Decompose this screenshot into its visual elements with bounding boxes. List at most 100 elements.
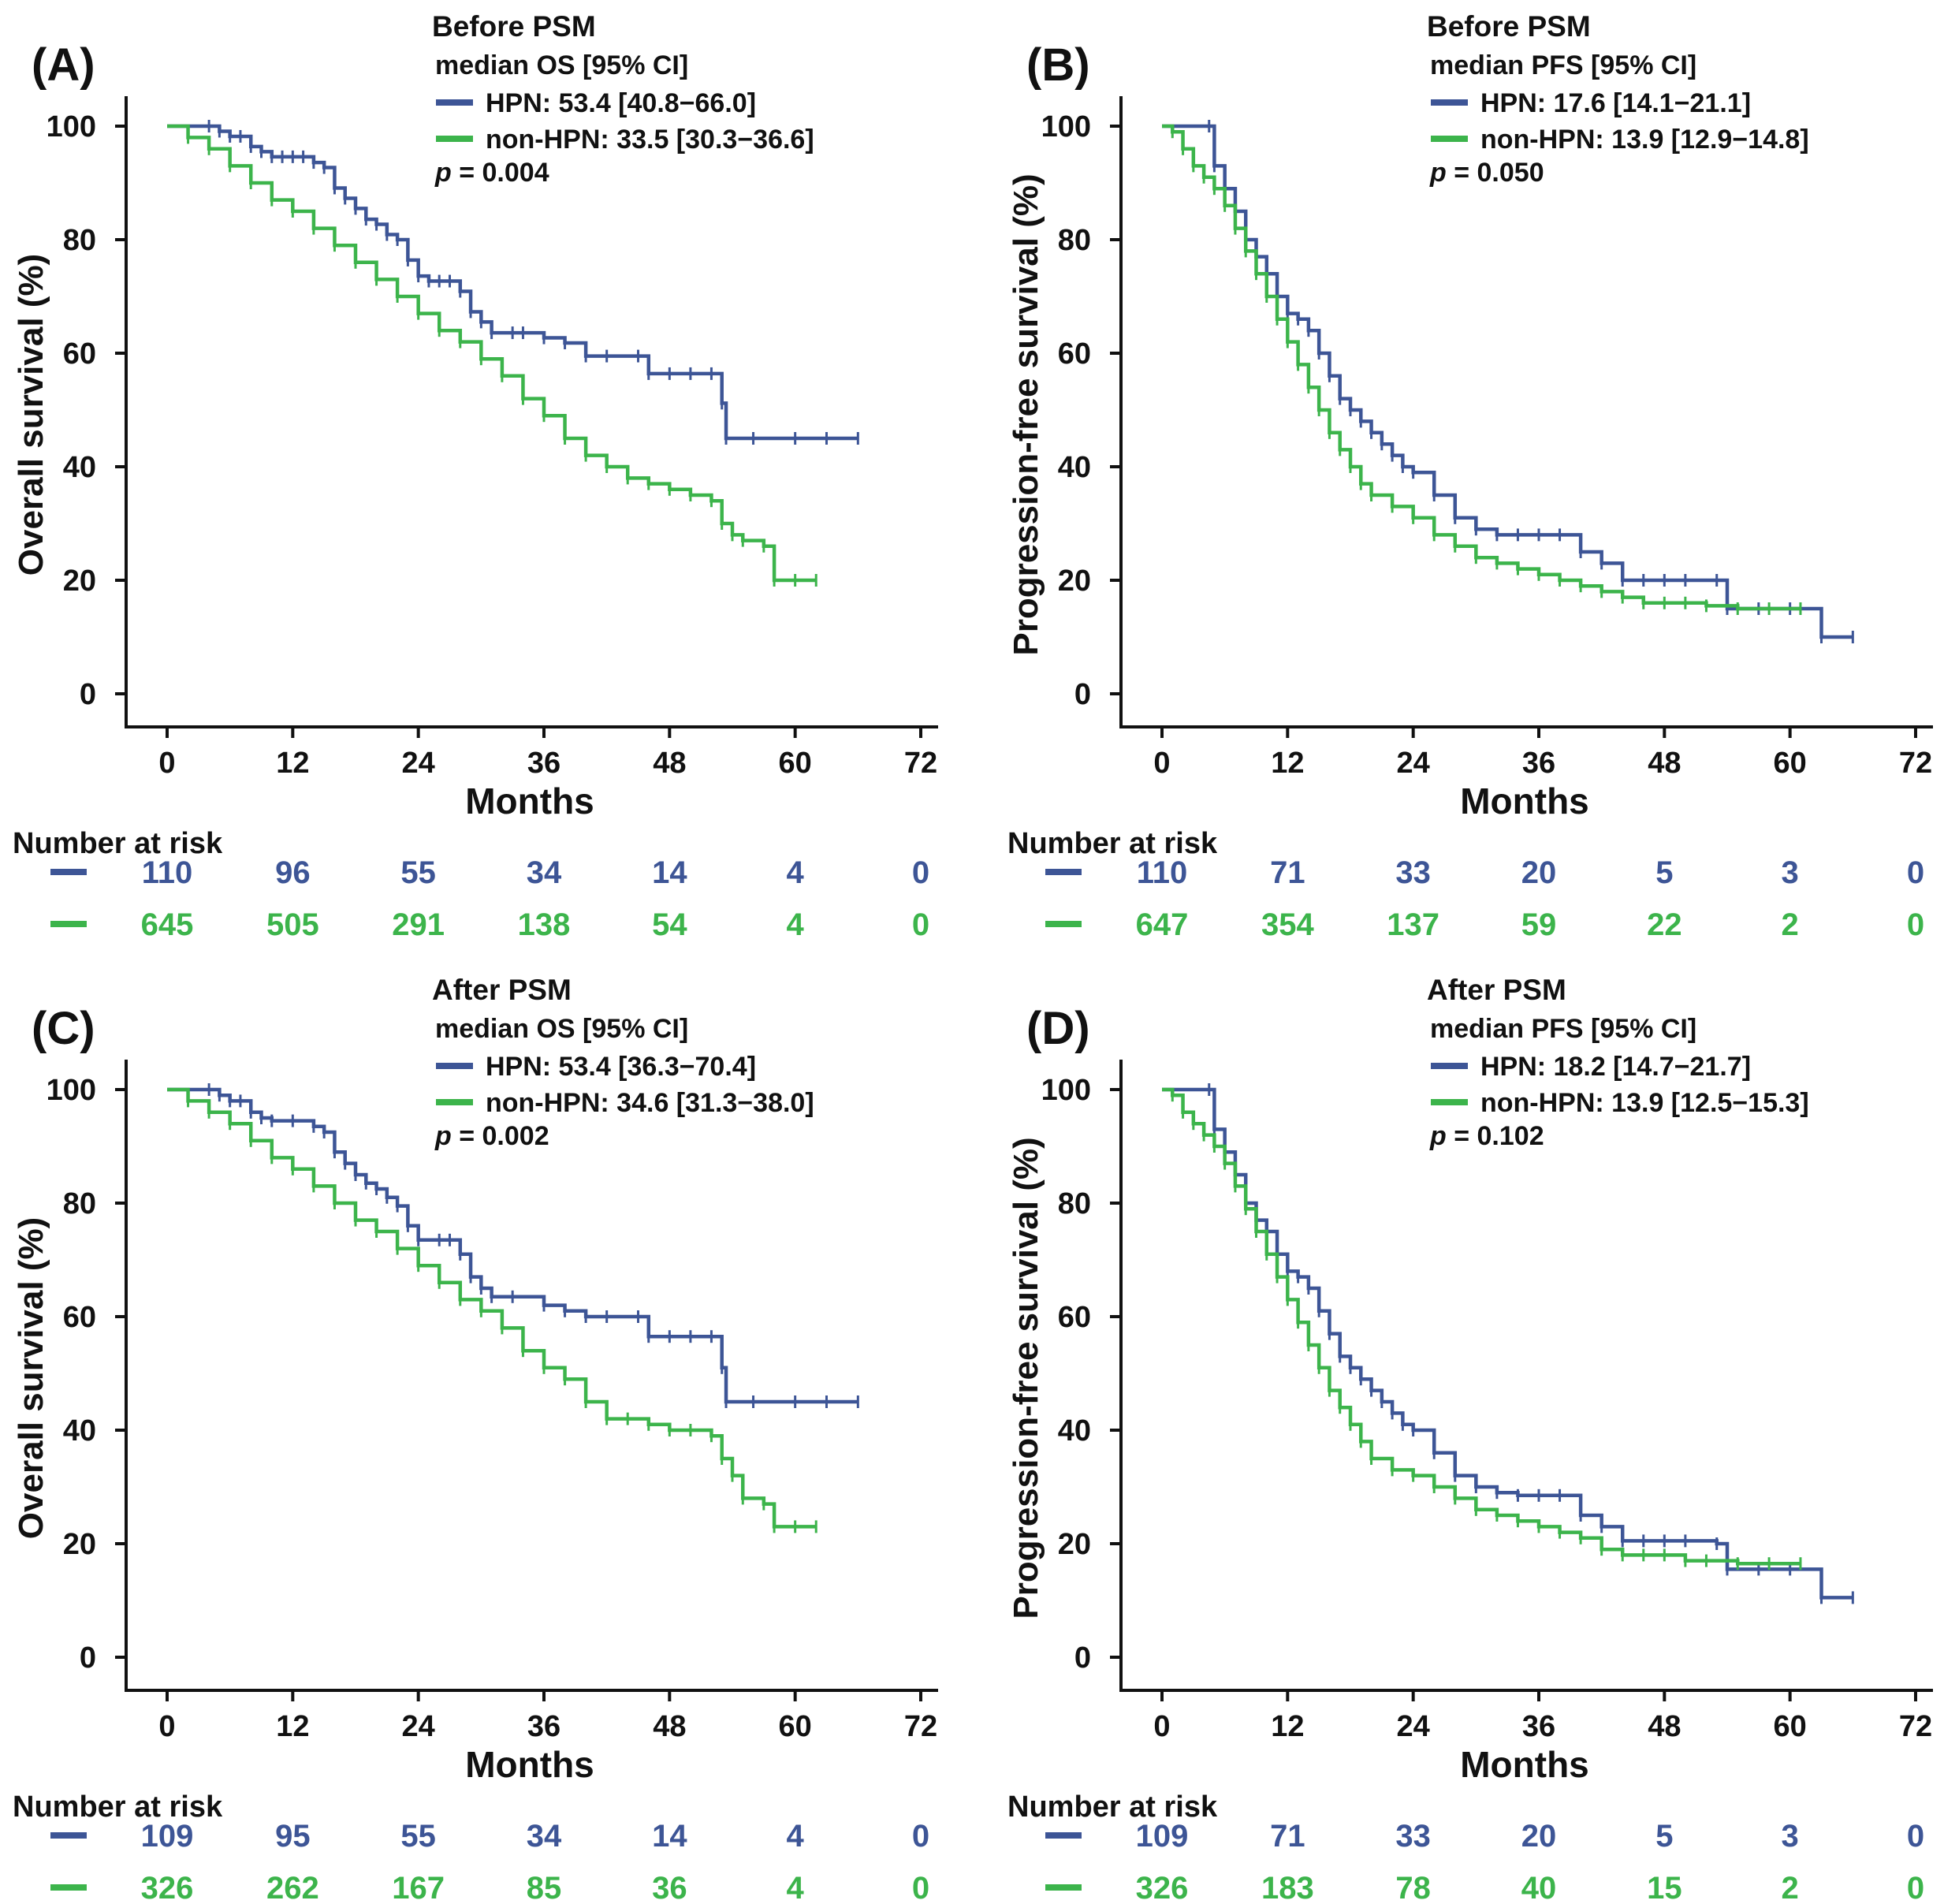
risk-count: 95 [275, 1819, 311, 1854]
risk-title: Number at risk [13, 1790, 223, 1824]
x-tick-label: 48 [653, 747, 686, 780]
x-tick-label: 0 [1153, 747, 1170, 780]
x-tick-label: 36 [527, 1710, 560, 1743]
chart-title: After PSM [432, 974, 572, 1006]
y-tick-label: 60 [1058, 1301, 1091, 1334]
x-tick-label: 48 [1648, 1710, 1681, 1743]
x-tick-label: 60 [779, 1710, 812, 1743]
x-axis-label: Months [1460, 1744, 1589, 1785]
y-tick-label: 100 [1041, 110, 1091, 143]
panel-label: (D) [1026, 1003, 1090, 1054]
risk-title: Number at risk [13, 827, 223, 860]
y-tick-label: 80 [1058, 224, 1091, 257]
x-tick-label: 60 [1774, 1710, 1807, 1743]
risk-count: 96 [275, 855, 311, 890]
x-tick-label: 72 [1899, 1710, 1932, 1743]
censor-marks-non-HPN [187, 131, 817, 587]
x-tick-label: 36 [527, 747, 560, 780]
y-tick-label: 20 [1058, 564, 1091, 598]
x-tick-label: 0 [158, 1710, 175, 1743]
p-value: p = 0.004 [434, 158, 549, 188]
x-tick-label: 60 [779, 747, 812, 780]
chart-title: After PSM [1427, 974, 1566, 1006]
risk-count: 71 [1270, 855, 1305, 890]
risk-count: 71 [1270, 1819, 1305, 1854]
risk-count: 55 [400, 855, 436, 890]
chart-title: Before PSM [1427, 10, 1591, 43]
legend-entry-1: non-HPN: 34.6 [31.3−38.0] [486, 1088, 814, 1118]
risk-count: 33 [1395, 1819, 1431, 1854]
x-tick-label: 12 [1271, 1710, 1304, 1743]
risk-count: 110 [142, 855, 193, 890]
chart-subtitle: median PFS [95% CI] [1430, 50, 1696, 80]
risk-count: 55 [400, 1819, 436, 1854]
y-tick-label: 40 [63, 1414, 96, 1448]
risk-count: 183 [1261, 1871, 1314, 1904]
risk-count: 3 [1782, 1819, 1799, 1854]
y-tick-label: 100 [47, 110, 96, 143]
y-tick-label: 40 [1058, 1414, 1091, 1448]
risk-title: Number at risk [1007, 1790, 1218, 1824]
censor-marks-non-HPN [1171, 1089, 1802, 1571]
risk-count: 36 [652, 1871, 687, 1904]
risk-count: 0 [912, 907, 929, 942]
risk-count: 2 [1782, 1871, 1799, 1904]
x-tick-label: 48 [1648, 747, 1681, 780]
legend-entry-1: non-HPN: 13.9 [12.9−14.8] [1480, 125, 1809, 155]
risk-count: 40 [1521, 1871, 1557, 1904]
x-tick-label: 24 [1397, 747, 1430, 780]
series-line-non-HPN [167, 1087, 817, 1529]
risk-count: 54 [652, 907, 687, 942]
km-panel-0: (A) Before PSM median OS [95% CI] HPN: 53.4… [12, 10, 938, 942]
risk-count: 14 [652, 1819, 687, 1854]
x-tick-label: 24 [402, 1710, 435, 1743]
km-panel-2: (C) After PSM median OS [95% CI] HPN: 53.4 … [12, 974, 938, 1904]
risk-count: 4 [787, 907, 805, 942]
panel-label: (A) [32, 39, 95, 91]
y-tick-label: 60 [1058, 337, 1091, 371]
risk-count: 85 [527, 1871, 562, 1904]
x-tick-label: 36 [1522, 1710, 1555, 1743]
y-tick-label: 0 [1074, 1641, 1091, 1675]
risk-title: Number at risk [1007, 827, 1218, 860]
risk-count: 0 [1907, 1819, 1924, 1854]
y-tick-label: 60 [63, 1301, 96, 1334]
risk-count: 109 [141, 1819, 194, 1854]
risk-count: 59 [1521, 907, 1557, 942]
y-tick-label: 40 [1058, 451, 1091, 484]
y-tick-label: 20 [1058, 1528, 1091, 1561]
risk-count: 505 [266, 907, 319, 942]
x-tick-label: 12 [1271, 747, 1304, 780]
y-tick-label: 60 [63, 337, 96, 371]
chart-subtitle: median OS [95% CI] [435, 1014, 688, 1044]
panel-label: (C) [32, 1003, 95, 1054]
legend-entry-1: non-HPN: 13.9 [12.5−15.3] [1480, 1088, 1809, 1118]
y-tick-label: 0 [80, 1641, 96, 1675]
risk-count: 326 [141, 1871, 194, 1904]
risk-count: 0 [1907, 855, 1924, 890]
risk-count: 0 [1907, 1871, 1924, 1904]
legend-entry-0: HPN: 53.4 [40.8−66.0] [486, 88, 756, 118]
censor-marks-HPN [207, 120, 859, 445]
x-axis-label: Months [1460, 781, 1589, 822]
censor-marks-non-HPN [1171, 125, 1802, 615]
p-value: p = 0.102 [1429, 1121, 1544, 1151]
risk-count: 137 [1387, 907, 1439, 942]
risk-count: 0 [912, 1871, 929, 1904]
risk-count: 3 [1782, 855, 1799, 890]
legend-entry-0: HPN: 17.6 [14.1−21.1] [1480, 88, 1751, 118]
risk-count: 14 [652, 855, 687, 890]
x-tick-label: 36 [1522, 747, 1555, 780]
risk-count: 4 [787, 855, 805, 890]
risk-count: 0 [912, 1819, 929, 1854]
risk-count: 78 [1395, 1871, 1431, 1904]
y-tick-label: 0 [80, 678, 96, 711]
y-tick-label: 100 [1041, 1074, 1091, 1107]
series-line-non-HPN [1162, 124, 1801, 611]
y-tick-label: 80 [63, 224, 96, 257]
risk-count: 0 [1907, 907, 1924, 942]
x-axis-label: Months [465, 781, 594, 822]
x-tick-label: 12 [276, 747, 309, 780]
legend-entry-1: non-HPN: 33.5 [30.3−36.6] [486, 125, 814, 155]
risk-count: 326 [1136, 1871, 1189, 1904]
